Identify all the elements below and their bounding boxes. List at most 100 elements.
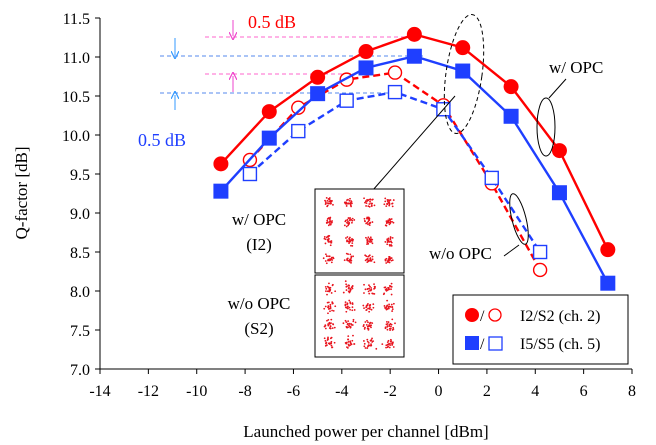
constellation-dot — [351, 287, 354, 290]
constellation-dot — [327, 224, 330, 227]
constellation-dot — [364, 259, 367, 262]
constellation-dot — [352, 318, 355, 321]
constellation-dot — [387, 307, 390, 310]
constellation-dot — [351, 245, 354, 247]
constellation-dot — [350, 239, 353, 242]
constellation-dot — [327, 308, 330, 310]
constellation-dot — [347, 198, 349, 201]
db-difference-markers: 0.5 dB 0.5 dB — [138, 12, 425, 150]
constellation-dot — [368, 219, 371, 222]
constellation-dot — [392, 328, 395, 331]
y-tick-label: 8.5 — [70, 245, 90, 262]
constellation-dot — [368, 292, 371, 295]
y-ticks: 7.0 7.5 8.0 8.5 9.0 9.5 10.0 10.5 11.0 11.5 — [62, 11, 100, 379]
constellation-dot — [389, 338, 392, 341]
constellation-dot — [343, 259, 346, 262]
constellation-dot — [388, 346, 391, 349]
constellation-dot — [344, 219, 347, 222]
legend-marker-filled-circle — [465, 308, 479, 322]
x-tick-label: -4 — [335, 383, 348, 400]
constellation-dot — [386, 328, 389, 331]
constellation-dot — [366, 216, 369, 219]
constellation-dot — [391, 259, 394, 262]
constellation-dot — [346, 218, 349, 221]
constellation-dot — [387, 305, 390, 308]
constellation-dot — [326, 221, 329, 224]
constellation-dot — [347, 320, 350, 323]
constellation-dot — [365, 309, 368, 312]
constellation-dot — [346, 221, 348, 224]
constellation-dot — [389, 199, 392, 201]
constellation-dot — [390, 288, 392, 291]
y-tick-label: 10.5 — [62, 89, 90, 106]
peak-highlight-ellipse — [443, 14, 485, 134]
constellation-dot — [326, 199, 329, 202]
data-point — [503, 108, 519, 124]
constellation-dot — [324, 305, 327, 308]
constellation-dot — [365, 202, 368, 205]
constellation-dot — [372, 306, 375, 309]
constellation-dot — [386, 323, 389, 325]
constellation-dot — [332, 256, 335, 259]
constellation-dot — [391, 205, 394, 208]
legend-label-ch5: I5/S5 (ch. 5) — [520, 336, 600, 353]
constellation-dot — [348, 299, 351, 302]
y-tick-label: 8.0 — [70, 284, 90, 301]
constellation-dot — [385, 288, 388, 290]
constellation-dot — [347, 326, 349, 329]
constellation-dot — [347, 324, 350, 327]
constellation-dot — [329, 325, 332, 327]
constellation-dot — [388, 256, 391, 259]
constellation-dot — [350, 200, 353, 203]
constellation-dot — [368, 240, 370, 243]
constellation-dot — [351, 324, 354, 326]
constellation-dot — [391, 310, 394, 312]
constellation-dot — [325, 196, 328, 199]
red-db-label: 0.5 dB — [248, 12, 296, 32]
constellation-dot — [330, 342, 333, 345]
constellation-dot — [331, 283, 334, 286]
constellation-dot — [327, 312, 329, 315]
constellation-dot — [394, 322, 396, 325]
constellation-dot — [351, 238, 353, 240]
constellation-dot — [346, 346, 348, 349]
constellation-dot — [389, 305, 392, 308]
constellation-dot — [366, 257, 369, 260]
constellation-dot — [329, 217, 331, 219]
y-tick-label: 11.5 — [63, 11, 90, 28]
constellation-dot — [387, 343, 390, 346]
with-opc-ellipse — [536, 97, 556, 157]
constellation-dot — [363, 340, 365, 342]
constellation-dot — [388, 204, 391, 207]
constellation-dot — [390, 218, 393, 220]
constellation-dot — [387, 321, 390, 323]
constellation-dot — [323, 235, 326, 238]
inset-top-label-1: w/ OPC — [232, 210, 286, 229]
axes — [99, 18, 632, 370]
constellation-dot — [370, 288, 373, 291]
constellation-dot — [328, 290, 331, 292]
constellation-dot — [348, 344, 350, 347]
constellation-dot — [333, 341, 336, 344]
blue-db-label: 0.5 dB — [138, 130, 186, 150]
constellation-dot — [334, 290, 337, 293]
constellation-dot — [353, 309, 356, 311]
constellation-dot — [369, 198, 372, 201]
constellation-dot — [389, 284, 391, 287]
constellation-dot — [349, 326, 352, 328]
constellation-dot — [329, 244, 332, 247]
constellation-dot — [350, 205, 352, 208]
constellation-dot — [329, 287, 331, 289]
without-opc-pointer — [503, 244, 520, 257]
constellation-dot — [385, 262, 388, 264]
constellation-dot — [345, 283, 348, 286]
constellation-dot — [327, 324, 330, 327]
constellation-dot — [325, 290, 327, 293]
inset-top-label-2: (I2) — [246, 235, 271, 254]
constellation-dot — [326, 235, 329, 238]
data-point — [213, 156, 229, 172]
constellation-dot — [391, 306, 394, 308]
constellation-dot — [342, 322, 345, 325]
constellation-dot — [367, 290, 370, 293]
